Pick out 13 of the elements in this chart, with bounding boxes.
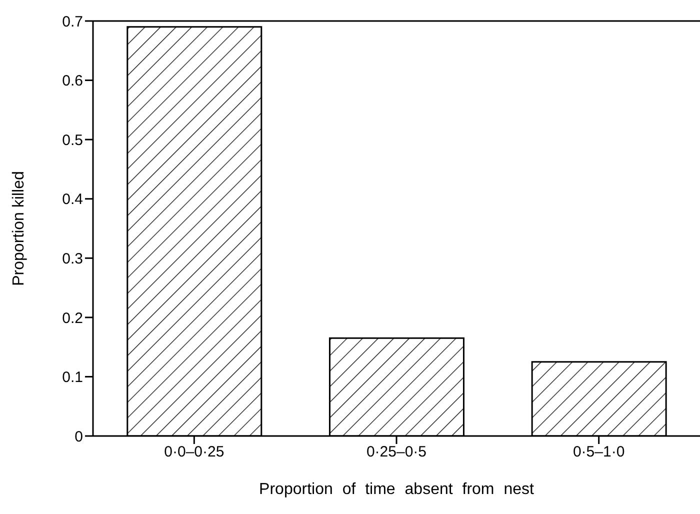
y-tick-label: 0.7 <box>62 13 83 30</box>
x-tick-label: 0·0–0·25 <box>164 444 224 461</box>
y-tick-label: 0.4 <box>62 191 83 208</box>
y-axis-title: Proportion killed <box>10 171 28 286</box>
y-tick-label: 0.6 <box>62 72 83 90</box>
x-tick-label: 0·25–0·5 <box>366 444 427 461</box>
y-tick-label: 0.3 <box>62 250 83 268</box>
x-axis-title: Proportion of time absent from nest <box>259 481 534 498</box>
y-tick-label: 0.1 <box>62 369 83 386</box>
x-tick-label: 0·5–1·0 <box>572 444 625 461</box>
y-tick-label: 0.2 <box>62 310 83 327</box>
y-tick-label: 0.5 <box>62 132 83 149</box>
y-tick-label: 0 <box>74 428 83 446</box>
